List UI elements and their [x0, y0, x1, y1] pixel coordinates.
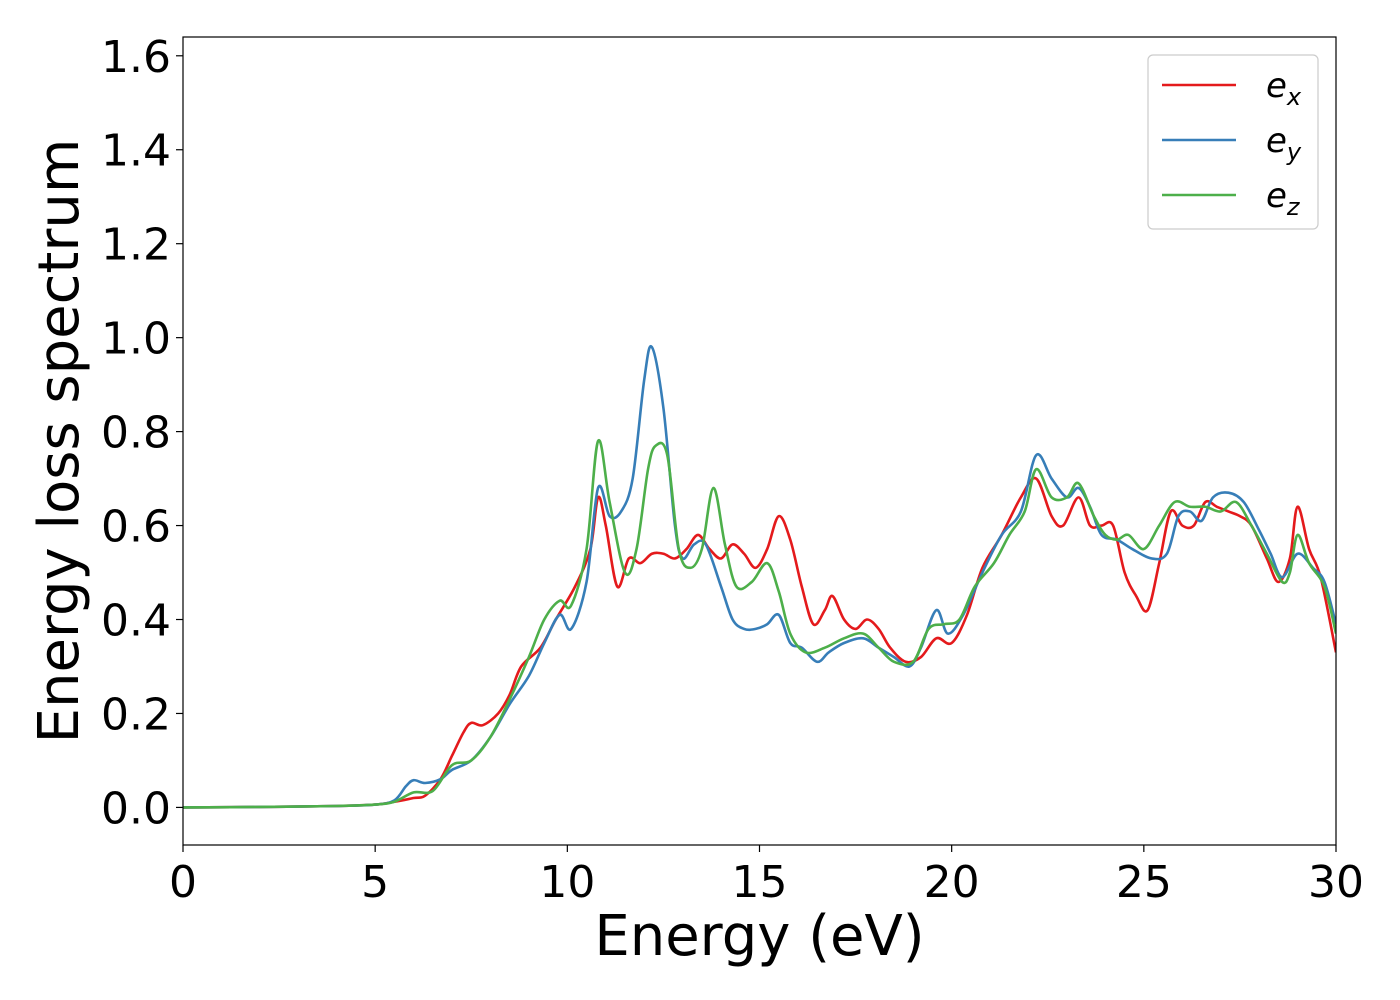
- y-tick-label: 1.2: [101, 220, 171, 271]
- x-axis-ticks: 0 5 10 15 20 25 30: [169, 845, 1364, 908]
- y-tick-label: 0.6: [101, 502, 171, 553]
- x-axis-title: Energy (eV): [594, 904, 924, 969]
- y-tick-label: 1.6: [101, 32, 171, 83]
- y-tick-label: 0.8: [101, 408, 171, 459]
- y-tick-label: 0.4: [101, 596, 171, 647]
- series-lines: [183, 344, 1336, 809]
- x-tick-label: 5: [361, 857, 389, 908]
- x-tick-label: 30: [1308, 857, 1364, 908]
- y-tick-label: 0.0: [101, 783, 171, 834]
- series-line-x: [183, 476, 1336, 809]
- x-tick-label: 0: [169, 857, 197, 908]
- x-tick-label: 20: [924, 857, 980, 908]
- legend-box: [1147, 54, 1319, 230]
- y-axis-ticks: 0.0 0.2 0.4 0.6 0.8 1.0 1.2 1.4 1.6: [101, 32, 183, 834]
- series-line-y: [183, 344, 1336, 809]
- y-tick-label: 0.2: [101, 689, 171, 740]
- series-line-z: [183, 439, 1336, 809]
- x-tick-label: 15: [732, 857, 788, 908]
- y-tick-label: 1.0: [101, 314, 171, 365]
- x-tick-label: 10: [539, 857, 595, 908]
- x-tick-label: 25: [1116, 857, 1172, 908]
- y-axis-title: Energy loss spectrum: [27, 139, 92, 744]
- y-tick-label: 1.4: [101, 126, 171, 177]
